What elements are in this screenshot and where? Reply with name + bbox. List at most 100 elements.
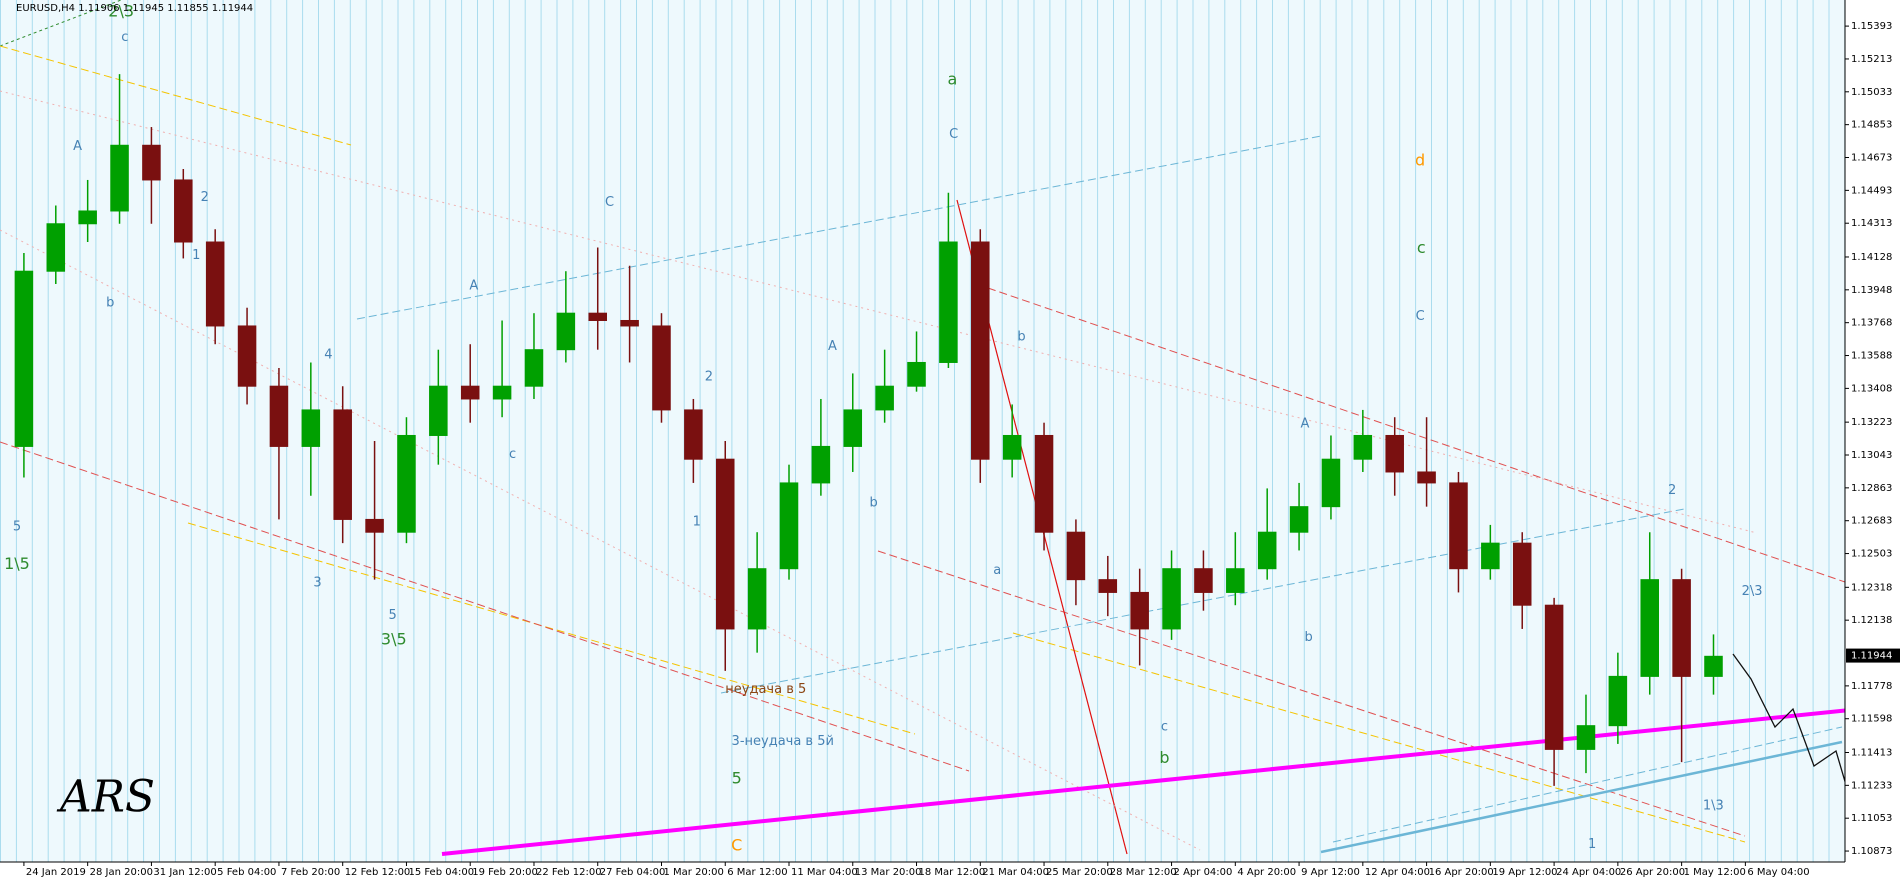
x-tick-label: 22 Feb 12:00 [536, 867, 602, 878]
chart-title: EURUSD,H4 1.11906 1.11945 1.11855 1.1194… [16, 3, 253, 14]
candle-body [46, 223, 66, 272]
candle-body [684, 409, 703, 460]
candle-body [875, 385, 894, 411]
y-tick-label: 1.12318 [1851, 582, 1892, 593]
y-tick-label: 1.14493 [1851, 185, 1892, 196]
wave-label: c [1161, 720, 1168, 735]
candle-body [301, 409, 321, 447]
candle-body [1098, 579, 1118, 593]
trendline [1332, 726, 1843, 843]
x-tick-label: 26 Apr 20:00 [1620, 867, 1685, 878]
y-tick-label: 1.14853 [1851, 120, 1892, 131]
candle-body [588, 312, 607, 321]
y-tick-label: 1.11233 [1851, 780, 1892, 791]
candle-body [1194, 568, 1213, 593]
signature: ARS [56, 772, 155, 823]
x-tick-label: 19 Feb 20:00 [472, 867, 538, 878]
x-tick-label: 1 Mar 20:00 [663, 867, 723, 878]
x-tick-label: 7 Feb 20:00 [281, 867, 340, 878]
candle-body [1002, 434, 1022, 460]
x-tick-label: 6 Mar 12:00 [727, 867, 787, 878]
candle-body [1512, 542, 1532, 606]
candle-body [237, 325, 257, 387]
wave-label: b [870, 495, 878, 510]
y-tick-label: 1.13948 [1851, 285, 1892, 296]
candle-body [492, 385, 512, 400]
y-tick-label: 1.13043 [1851, 450, 1892, 461]
trendline [356, 135, 1322, 320]
candle-body [747, 568, 767, 630]
wave-label: A [828, 339, 837, 354]
wave-label: c [121, 30, 128, 45]
candle-body [397, 434, 416, 533]
candle-body [1704, 655, 1723, 677]
wave-label: 5 [13, 520, 21, 535]
candle-body [1066, 531, 1086, 581]
x-tick-label: 24 Apr 04:00 [1556, 867, 1621, 878]
wave-label: 3\5 [381, 629, 407, 648]
wave-label: b [106, 295, 114, 310]
candle-body [939, 241, 958, 363]
wave-label: 3 [313, 575, 321, 590]
candles [14, 74, 1723, 786]
trendline [441, 708, 1851, 856]
wave-label: A [469, 278, 478, 293]
wave-label: c [1417, 238, 1426, 257]
x-tick-label: 28 Mar 12:00 [1110, 867, 1177, 878]
current-price-label: 1.11944 [1851, 651, 1892, 662]
current-price-box [1846, 648, 1900, 663]
wave-label: 1\3 [1703, 798, 1724, 813]
x-tick-label: 6 May 04:00 [1747, 867, 1809, 878]
candle-body [1481, 542, 1500, 570]
x-tick-label: 19 Apr 12:00 [1492, 867, 1557, 878]
x-tick-label: 13 Mar 20:00 [855, 867, 922, 878]
candle-body [556, 312, 576, 351]
x-tick-label: 12 Apr 04:00 [1365, 867, 1430, 878]
candle-body [1608, 675, 1628, 727]
candle-body [811, 445, 831, 484]
candle-body [1034, 434, 1054, 533]
trendline [0, 441, 970, 772]
candle-body [1640, 579, 1660, 677]
x-tick-label: 21 Mar 04:00 [982, 867, 1049, 878]
y-tick-label: 1.14673 [1851, 153, 1892, 164]
candle-body [1130, 591, 1149, 630]
candle-body [1289, 506, 1309, 533]
candle-body [333, 409, 352, 520]
wave-label: 1\5 [4, 554, 30, 573]
candle-body [1385, 434, 1404, 473]
candle-body [1672, 579, 1691, 677]
wave-label: 4 [324, 348, 332, 363]
candle-body [460, 385, 480, 400]
wave-label: 2 [1668, 483, 1676, 498]
trendline [1012, 632, 1746, 843]
x-tick-label: 24 Jan 2019 [26, 867, 86, 878]
x-tick-label: 12 Feb 12:00 [345, 867, 411, 878]
wave-label: неудача в 5 [725, 682, 806, 697]
candle-body [715, 458, 735, 630]
candle-body [1226, 568, 1245, 593]
y-tick-label: 1.14313 [1851, 218, 1892, 229]
x-tick-label: 15 Feb 04:00 [408, 867, 474, 878]
wave-label: a [947, 69, 957, 88]
y-tick-label: 1.14128 [1851, 252, 1892, 263]
candle-body [1257, 531, 1277, 570]
candle-body [429, 385, 448, 436]
candle-body [971, 241, 990, 460]
y-tick-label: 1.12683 [1851, 516, 1892, 527]
x-tick-label: 18 Mar 12:00 [919, 867, 986, 878]
wave-label: 1 [192, 248, 200, 263]
candle-body [78, 210, 97, 225]
wave-label: 1 [1588, 837, 1596, 852]
candle-body [1353, 434, 1373, 460]
y-tick-label: 1.12863 [1851, 483, 1892, 494]
candle-body [907, 361, 926, 387]
trendline [0, 90, 1758, 534]
candle-body [142, 144, 161, 181]
y-tick-label: 1.11778 [1851, 681, 1892, 692]
candle-body [14, 270, 34, 447]
wave-label: 2 [201, 190, 209, 205]
wave-label: C [731, 835, 742, 854]
wave-label: 1 [693, 515, 701, 530]
